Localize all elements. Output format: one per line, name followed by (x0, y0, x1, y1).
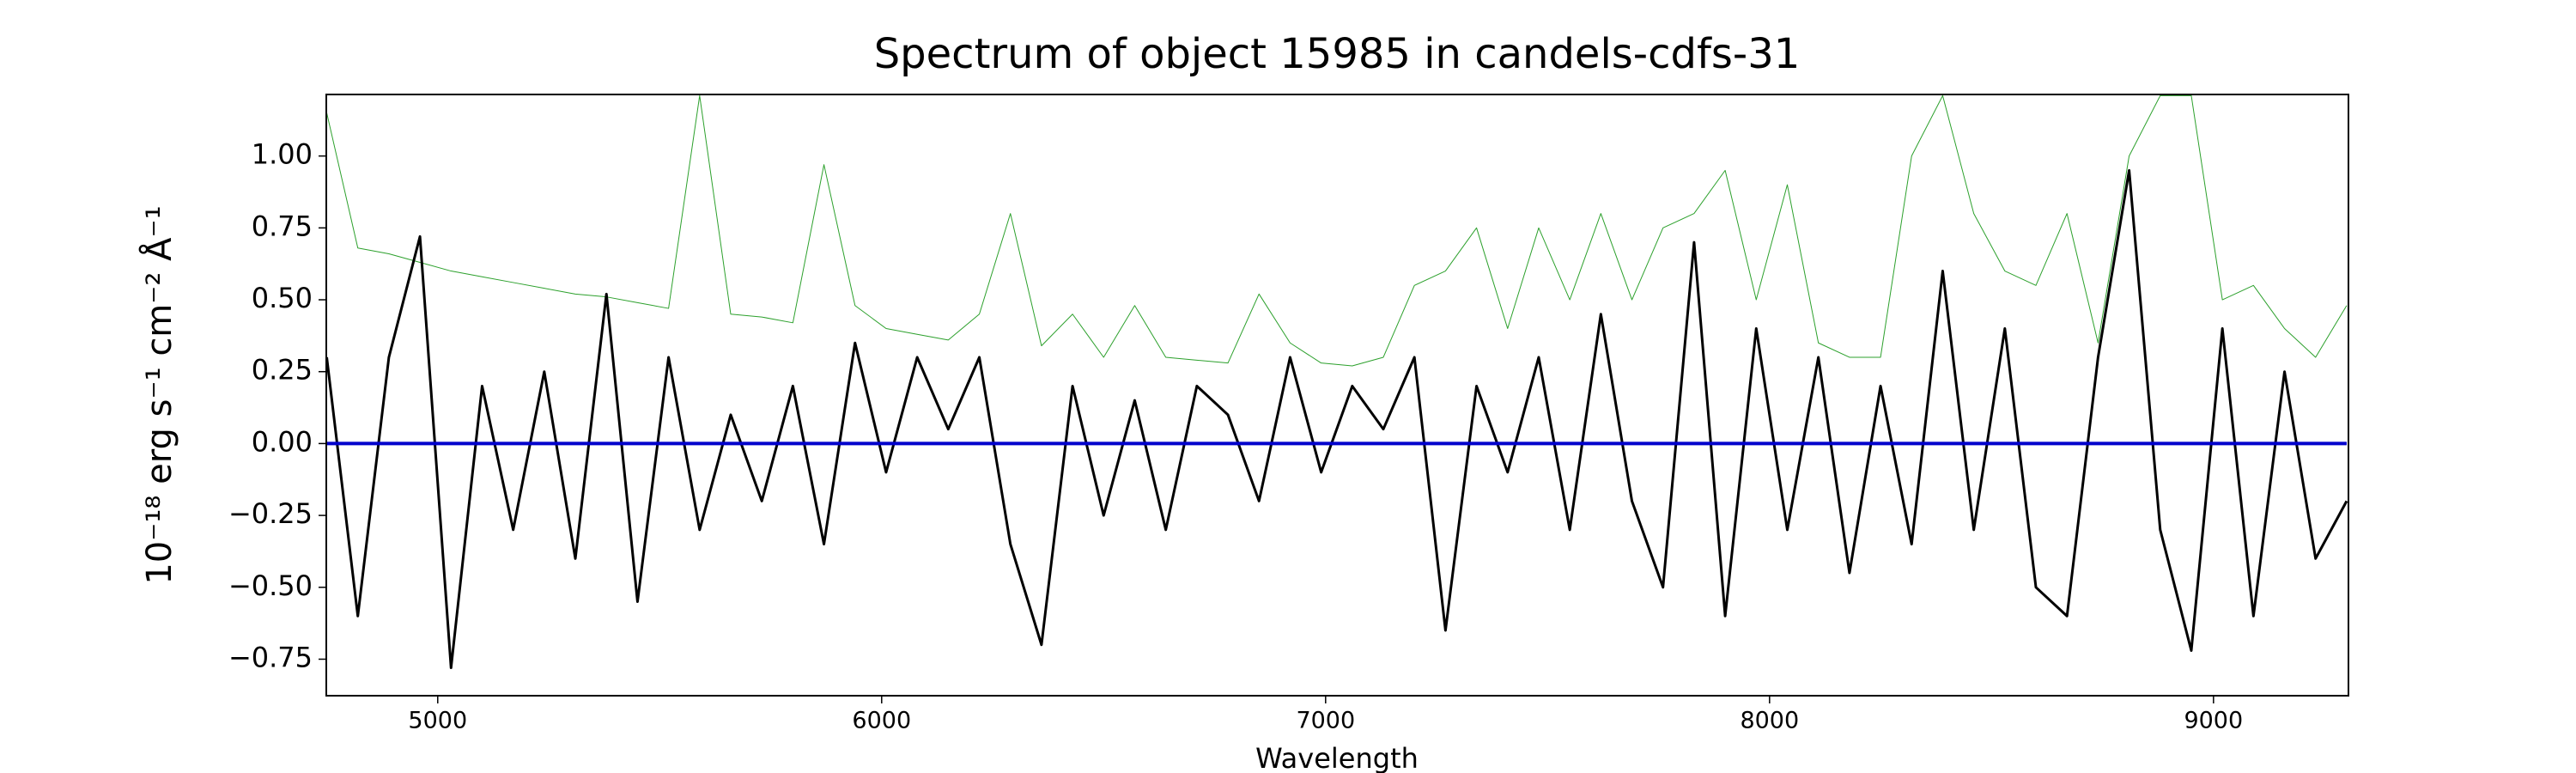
x-tick-label: 9000 (2184, 708, 2243, 734)
y-tick-label: 0.75 (252, 210, 313, 242)
plot-area (326, 94, 2348, 670)
y-tick-label: 1.00 (252, 138, 313, 171)
x-tick-label: 8000 (1740, 708, 1799, 734)
x-tick-label: 5000 (408, 708, 467, 734)
chart-title: Spectrum of object 15985 in candels-cdfs… (874, 30, 1801, 78)
y-tick-label: 0.25 (252, 354, 313, 386)
y-tick-label: −0.50 (228, 569, 313, 602)
x-axis-label: Wavelength (1255, 742, 1419, 773)
y-tick-label: −0.25 (228, 497, 313, 530)
spectrum-line (326, 94, 2348, 367)
y-tick-label: −0.75 (228, 641, 313, 673)
x-tick-label: 7000 (1296, 708, 1355, 734)
x-tick-label: 6000 (852, 708, 911, 734)
y-tick-label: 0.50 (252, 282, 313, 314)
y-axis-label: 10⁻¹⁸ erg s⁻¹ cm⁻² Å⁻¹ (138, 205, 179, 584)
spectrum-line (326, 168, 2348, 670)
y-tick-label: 0.00 (252, 425, 313, 458)
axes-frame (325, 94, 2349, 697)
